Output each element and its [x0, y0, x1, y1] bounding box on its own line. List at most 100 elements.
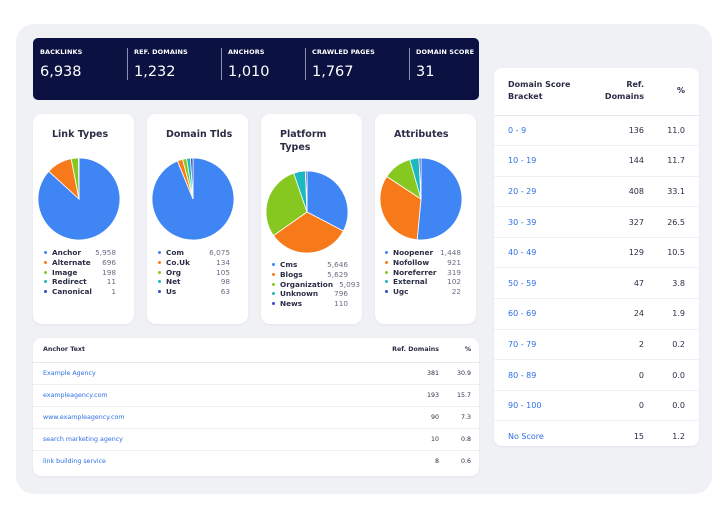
legend-label: Alternate	[52, 258, 91, 268]
column-header-ref-domains[interactable]: Ref. Domains	[379, 338, 439, 363]
pie-slice-noopener[interactable]	[416, 157, 463, 241]
table-row: 90 - 100 0 0.0	[494, 390, 699, 422]
legend-item: Noreferrer 319	[385, 267, 461, 277]
stat-label: REF. DOMAINS	[134, 48, 188, 56]
legend-value: 22	[451, 287, 461, 297]
legend-dot	[272, 273, 275, 277]
legend-label: Image	[52, 267, 78, 277]
ref-domains-cell: 2	[589, 329, 644, 361]
stat-crawled-pages: CRAWLED PAGES 1,767	[305, 48, 409, 100]
percent-cell: 0.0	[644, 390, 699, 422]
legend-item: Organization 5,093	[272, 279, 360, 289]
column-header-ref-domains[interactable]: Ref. Domains	[589, 68, 644, 116]
bracket-link[interactable]: 20 - 29	[494, 176, 589, 208]
ref-domains-cell: 24	[589, 298, 644, 330]
percent-cell: 0.6	[460, 457, 471, 465]
legend-dot	[158, 270, 161, 274]
legend-item: Canonical 1	[44, 287, 116, 297]
legend-label: News	[280, 299, 303, 309]
percent-cell: 0.0	[644, 359, 699, 391]
table-row: 40 - 49 129 10.5	[494, 237, 699, 269]
column-header-percent[interactable]: %	[439, 338, 479, 363]
bracket-link[interactable]: 30 - 39	[494, 206, 589, 238]
domain-tlds-card: Domain Tlds Com 6,075 Co.Uk 134 Org 105 Net…	[147, 114, 248, 324]
anchor-text-link[interactable]: Example Agency	[33, 362, 379, 385]
card-title: Link Types	[52, 129, 109, 140]
legend-dot	[272, 302, 275, 306]
table-row: exampleagency.com 193 15.7	[33, 384, 479, 407]
legend-item: Nofollow 921	[385, 258, 461, 268]
bracket-link[interactable]: 60 - 69	[494, 298, 589, 330]
legend-label: Com	[166, 248, 184, 258]
pie-slice-organization[interactable]	[265, 172, 308, 237]
legend-dot	[44, 251, 47, 255]
pie-slice-us[interactable]	[190, 157, 194, 200]
percent-cell: 7.3	[439, 406, 479, 429]
pie-slice-com[interactable]	[151, 157, 235, 241]
legend-label: Noreferrer	[393, 267, 437, 277]
bracket-link[interactable]: 10 - 19	[494, 145, 589, 177]
legend-item: Cms 5,646	[272, 260, 360, 270]
stat-domain-score: DOMAIN SCORE 31	[409, 48, 479, 100]
link-types-pie-chart	[37, 157, 121, 241]
stat-label: DOMAIN SCORE	[416, 48, 475, 56]
anchor-text-link[interactable]: exampleagency.com	[33, 384, 379, 407]
pie-slice-news[interactable]	[304, 170, 308, 213]
stat-ref-domains: REF. DOMAINS 1,232	[127, 48, 221, 100]
bracket-link[interactable]: 0 - 9	[494, 115, 589, 147]
stat-value: 1,010	[228, 64, 270, 80]
legend-dot	[158, 261, 161, 265]
pie-slice-blogs[interactable]	[272, 211, 344, 254]
table-row: 10 - 19 144 11.7	[494, 145, 699, 177]
table-row: link building service 8 0.6	[33, 450, 479, 472]
legend-dot	[272, 292, 275, 296]
legend-item: Ugc 22	[385, 287, 461, 297]
bracket-link[interactable]: 90 - 100	[494, 390, 589, 422]
anchor-text-link[interactable]: search marketing agency	[33, 428, 379, 451]
legend-item: Com 6,075	[158, 248, 230, 258]
pie-slice-cms[interactable]	[306, 170, 349, 232]
bracket-link[interactable]: 70 - 79	[494, 329, 589, 361]
column-header-anchor-text[interactable]: Anchor Text	[33, 338, 379, 363]
legend-label: Ugc	[393, 287, 409, 297]
legend-value: 98	[220, 277, 230, 287]
legend-label: Net	[166, 277, 181, 287]
legend-label: Canonical	[52, 287, 92, 297]
percent-cell: 30.9	[439, 362, 479, 385]
stat-divider	[409, 48, 410, 80]
legend-label: Noopener	[393, 248, 434, 258]
table-row: search marketing agency 10 0.8	[33, 428, 479, 451]
ref-domains-cell: 408	[589, 176, 644, 208]
bracket-link[interactable]: 40 - 49	[494, 237, 589, 269]
legend-value: 1	[111, 287, 116, 297]
anchor-text-table: Anchor Text Ref. Domains % Example Agenc…	[33, 338, 479, 472]
legend-item: Net 98	[158, 277, 230, 287]
legend-label: Us	[166, 287, 177, 297]
percent-cell: 11.7	[644, 145, 699, 177]
domain-score-table-card: Domain Score Bracket Ref. Domains % 0 - …	[494, 68, 699, 446]
platform-types-pie-chart	[265, 170, 349, 254]
table-header-row: Anchor Text Ref. Domains %	[33, 338, 479, 363]
column-header-percent[interactable]: %	[644, 68, 699, 116]
legend-label: Org	[166, 267, 182, 277]
bracket-link[interactable]: No Score	[508, 431, 544, 441]
percent-cell: 11.0	[644, 115, 699, 147]
anchor-text-link[interactable]: link building service	[43, 457, 106, 465]
table-row: 0 - 9 136 11.0	[494, 115, 699, 147]
column-header-bracket[interactable]: Domain Score Bracket	[494, 68, 589, 116]
bracket-link[interactable]: 50 - 59	[494, 267, 589, 300]
platform-types-card: Platform Types Cms 5,646 Blogs 5,629 Organ…	[261, 114, 362, 324]
table-header-row: Domain Score Bracket Ref. Domains %	[494, 68, 699, 116]
anchor-text-link[interactable]: www.exampleagency.com	[33, 406, 379, 429]
pie-slice-ugc[interactable]	[418, 157, 422, 200]
legend-dot	[44, 280, 47, 284]
ref-domains-cell: 8	[434, 457, 439, 465]
bracket-link[interactable]: 80 - 89	[494, 359, 589, 391]
legend-label: Redirect	[52, 277, 87, 287]
anchor-text-table-card: Anchor Text Ref. Domains % Example Agenc…	[33, 338, 479, 476]
legend-dot	[385, 270, 388, 274]
ref-domains-cell: 0	[589, 359, 644, 391]
legend-value: 105	[216, 267, 230, 277]
legend-dot	[158, 280, 161, 284]
table-row: 60 - 69 24 1.9	[494, 298, 699, 330]
